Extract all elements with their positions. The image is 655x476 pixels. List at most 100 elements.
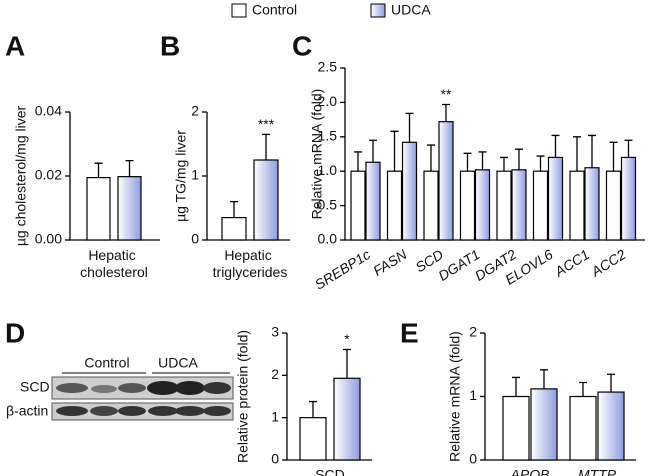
y-axis-label: µg TG/mg liver: [173, 130, 189, 222]
y-tick-label: 0: [271, 451, 279, 467]
y-tick-label: 0.5: [318, 196, 338, 212]
bar: [569, 170, 585, 241]
bar: [438, 121, 454, 241]
y-tick-label: 1: [469, 387, 477, 403]
bar: [401, 141, 418, 241]
bar: [532, 170, 549, 241]
bar: [386, 170, 403, 241]
panel-letter: E: [400, 317, 419, 348]
bar: [423, 170, 439, 241]
y-axis-label: µg cholesterol/mg liver: [13, 105, 29, 246]
error-bar: [551, 134, 560, 158]
error-bar: [309, 400, 317, 418]
annotation: **: [441, 86, 452, 102]
y-tick-label: 1: [191, 167, 199, 183]
x-tick-label: SCD: [315, 467, 345, 476]
error-bar: [262, 133, 270, 160]
error-bar: [390, 130, 399, 172]
bar: [299, 417, 327, 461]
x-tick-label: FASN: [370, 246, 410, 279]
bar: [530, 388, 558, 461]
annotation: ***: [258, 116, 275, 132]
error-bar: [512, 376, 520, 397]
error-bar: [442, 103, 450, 122]
x-tick-label: MTTP: [578, 467, 617, 476]
y-tick-label: 2: [469, 324, 477, 340]
error-bar: [354, 151, 362, 172]
x-tick-label: ACC2: [588, 246, 629, 280]
blot-group: UDCA: [158, 355, 198, 371]
bar: [474, 169, 491, 241]
y-tick-label: 0: [191, 231, 199, 247]
legend-label: Control: [252, 2, 297, 18]
y-tick-label: 2: [271, 366, 279, 382]
axis: [69, 112, 160, 241]
error-bar: [536, 155, 545, 172]
y-axis-label: Relative protein (fold): [235, 330, 251, 463]
bar: [496, 170, 512, 241]
bar: [569, 395, 597, 461]
bar: [597, 391, 625, 461]
x-tick-label: SREBP1c: [312, 246, 373, 293]
y-tick-label: 2.5: [318, 59, 338, 75]
y-tick-label: 0.02: [35, 167, 62, 183]
error-bar: [500, 156, 508, 172]
bar: [86, 177, 111, 241]
error-bar: [405, 112, 414, 143]
bar: [459, 170, 476, 241]
error-bar: [588, 134, 596, 168]
bar: [605, 170, 622, 241]
panel-letter: B: [160, 30, 180, 61]
legend-swatch: [231, 3, 247, 18]
panel-letter: D: [5, 317, 25, 348]
error-bar: [94, 162, 103, 178]
y-tick-label: 1: [271, 408, 279, 424]
bar: [365, 161, 381, 241]
bar: [221, 217, 247, 241]
y-tick-label: 0: [469, 451, 477, 467]
error-bar: [369, 139, 377, 163]
bar: [511, 169, 527, 241]
blot-row: SCD: [20, 379, 50, 395]
error-bar: [609, 141, 618, 172]
error-bar: [624, 139, 633, 158]
panel-letter: A: [5, 30, 25, 61]
y-tick-label: 1.5: [318, 128, 338, 144]
error-bar: [427, 144, 435, 172]
blot-row: β-actin: [6, 403, 48, 419]
bar: [620, 156, 637, 241]
blot-group: Control: [84, 355, 129, 371]
bar: [584, 167, 600, 241]
y-tick-label: 2: [191, 103, 199, 119]
annotation: *: [344, 331, 350, 347]
x-tick-label: DGAT1: [435, 246, 482, 284]
y-tick-label: 0.0: [318, 231, 338, 247]
error-bar: [579, 381, 587, 397]
x-tick-label: Hepatic cholesterol: [80, 247, 148, 280]
bar: [502, 395, 530, 461]
legend-label: UDCA: [391, 2, 431, 18]
bar: [547, 156, 564, 241]
legend-swatch: [370, 3, 386, 18]
error-bar: [515, 148, 523, 170]
error-bar: [573, 136, 581, 172]
y-tick-label: 2.0: [318, 93, 338, 109]
error-bar: [343, 348, 351, 379]
bar: [253, 159, 279, 241]
y-axis-label: Relative mRNA (fold): [447, 331, 463, 462]
error-bar: [463, 152, 472, 172]
error-bar: [125, 159, 134, 177]
x-tick-label: APOB: [510, 467, 550, 476]
bar: [350, 170, 366, 241]
x-tick-label: ACC1: [551, 246, 592, 280]
bar: [117, 176, 142, 241]
error-bar: [230, 200, 238, 218]
error-bar: [607, 373, 615, 393]
blot: Control UDCA SCD β-actin: [6, 355, 234, 421]
y-tick-label: 0.00: [35, 231, 62, 247]
y-tick-label: 1.0: [318, 162, 338, 178]
bar: [333, 377, 361, 461]
panel-letter: C: [292, 30, 312, 61]
y-tick-label: 0.04: [35, 103, 62, 119]
